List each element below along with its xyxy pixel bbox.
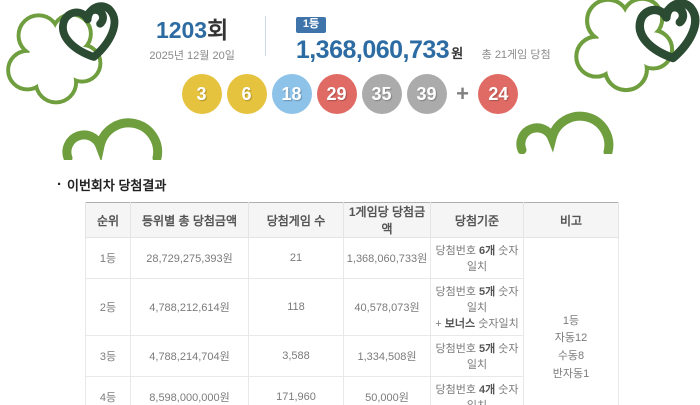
criteria-cell: 당첨번호 5개 숫자일치 + 보너스 숫자일치 [430,278,524,336]
lotto-ball-5: 35 [361,74,402,114]
col-header-total: 등위별 총 당첨금액 [130,202,249,238]
section-title: · 이번회차 당첨결과 [57,175,166,194]
lotto-ball-2: 6 [226,74,267,114]
section-title-text: 이번회차 당첨결과 [67,178,167,193]
table-row-rank1: 1등 28,729,275,393원 21 1,368,060,733원 당첨번… [85,237,619,405]
col-header-criteria: 당첨기준 [430,202,524,238]
prize-line: 1,368,060,733 원 총 21게임 당첨 [296,36,551,65]
table-row-rank4: 4등 8,598,000,000원 171,960 50,000원 당첨번호 4… [85,376,619,405]
remark-line: 자동12 [554,332,588,345]
vertical-divider [264,16,266,56]
rank-cell: 3등 [85,335,131,377]
lotto-ball-6: 39 [406,74,447,114]
games-cell: 3,588 [248,335,344,377]
remark-cell: 1등 자동12 수동8 반자동1 [523,237,619,405]
remark-line: 수동8 [557,350,585,362]
total-cell: 4,788,212,614원 [130,278,249,336]
winner-summary: 1203회 2025년 12월 20일 1등 1,368,060,733 원 총 … [0,14,700,65]
remark-line: 1등 [562,314,580,327]
winning-numbers-row: 3 6 18 29 35 39 + 24 [0,74,700,114]
col-header-per-game: 1게임당 당첨금액 [343,202,431,238]
round-title: 1203회 [149,17,234,43]
rank-cell: 1등 [85,237,131,279]
first-rank-badge: 1등 [295,17,327,33]
prize-currency: 원 [451,46,464,61]
plus-icon: + [456,81,469,106]
col-header-rank: 순위 [85,202,131,238]
round-number: 1203 [155,17,208,43]
lotto-ball-1: 3 [181,74,222,114]
table-row-rank3: 3등 4,788,214,704원 3,588 1,334,508원 당첨번호 … [85,335,619,377]
games-cell: 21 [248,237,344,279]
total-games-label: 총 21게임 당첨 [481,49,551,61]
per-game-cell: 1,368,060,733원 [343,237,431,279]
draw-date: 2025년 12월 20일 [149,50,235,63]
table-row-rank2: 2등 4,788,212,614원 118 40,578,073원 당첨번호 5… [85,278,619,336]
games-cell: 171,960 [248,376,344,405]
total-cell: 8,598,000,000원 [130,376,249,405]
result-table: 순위 등위별 총 당첨금액 당첨게임 수 1게임당 당첨금액 당첨기준 비고 1… [85,202,619,405]
cloud-outline-left-icon [62,118,163,160]
criteria-cell: 당첨번호 5개 숫자일치 [430,335,524,377]
per-game-cell: 50,000원 [343,376,431,405]
round-block: 1203회 2025년 12월 20일 [149,17,235,63]
remark-line: 반자동1 [552,367,590,380]
lotto-ball-4: 29 [316,74,357,114]
lotto-ball-3: 18 [271,74,312,114]
col-header-remark: 비고 [523,202,619,238]
rank-cell: 2등 [85,278,131,336]
per-game-cell: 40,578,073원 [343,278,431,336]
criteria-cell: 당첨번호 6개 숫자일치 [430,237,524,279]
prize-amount: 1,368,060,733 [295,36,450,64]
table-header-row: 순위 등위별 총 당첨금액 당첨게임 수 1게임당 당첨금액 당첨기준 비고 [85,202,619,238]
col-header-games: 당첨게임 수 [248,202,344,238]
bonus-ball: 24 [478,74,519,114]
round-suffix: 회 [207,17,229,43]
total-cell: 4,788,214,704원 [130,335,249,377]
games-cell: 118 [248,278,344,336]
per-game-cell: 1,334,508원 [343,335,431,377]
criteria-cell: 당첨번호 4개 숫자일치 [430,376,524,405]
bullet-icon: · [57,176,62,193]
first-prize-block: 1등 1,368,060,733 원 총 21게임 당첨 [295,14,551,65]
total-cell: 28,729,275,393원 [130,237,249,279]
rank-cell: 4등 [85,376,131,405]
